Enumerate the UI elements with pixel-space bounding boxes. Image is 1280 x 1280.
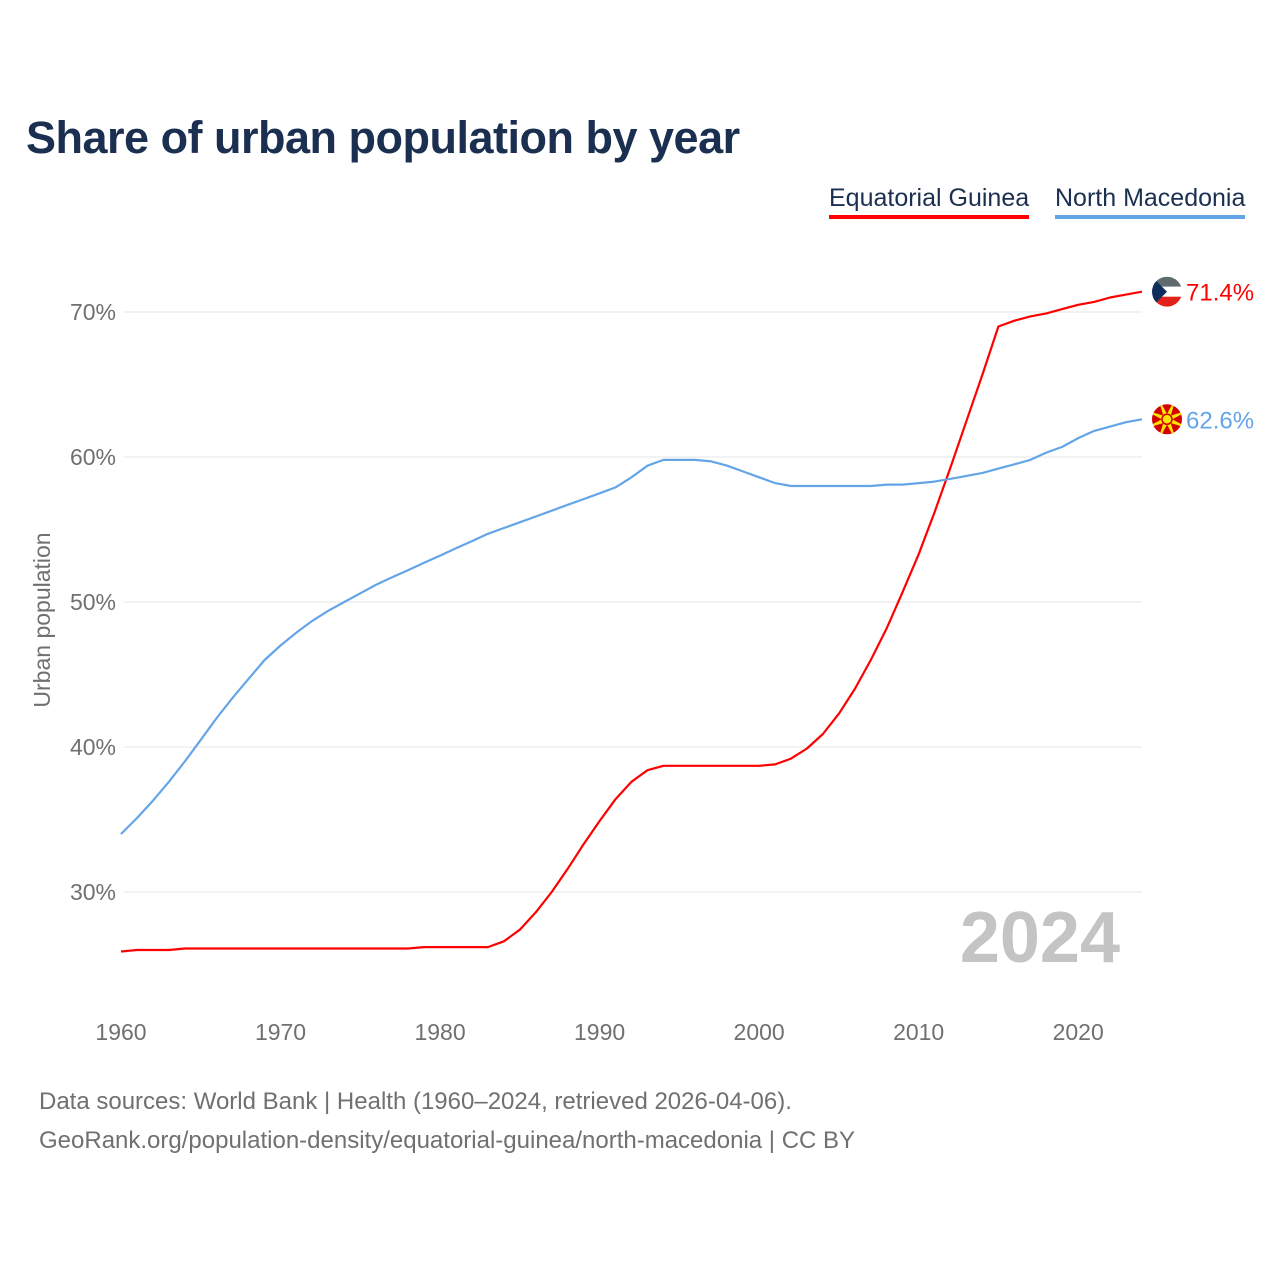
x-tick-label: 1960 [95,1019,146,1045]
y-tick-label: 30% [70,879,116,905]
x-tick-label: 2010 [893,1019,944,1045]
x-tick-label: 1990 [574,1019,625,1045]
end-value-label: 62.6% [1186,407,1254,434]
y-tick-label: 40% [70,734,116,760]
flag-stripe [1152,276,1182,287]
x-tick-label: 2000 [734,1019,785,1045]
y-axis-label: Urban population [29,532,55,707]
y-tick-label: 60% [70,444,116,470]
end-value-label: 71.4% [1186,280,1254,307]
legend-item-north-macedonia[interactable]: North Macedonia [1055,184,1246,219]
flag-triangle [1152,276,1167,307]
series-line-north-macedonia [120,418,1143,835]
x-tick-label: 2020 [1053,1019,1104,1045]
y-tick-label: 50% [70,589,116,615]
flag-sun [1161,413,1173,426]
series-line-equatorial-guinea [120,290,1143,953]
legend-item-equatorial-guinea[interactable]: Equatorial Guinea [829,184,1030,219]
y-tick-label: 70% [70,299,116,325]
flag-stripe [1152,296,1182,307]
flag [1152,276,1182,307]
footer-sources: Data sources: World Bank | Health (1960–… [39,1088,792,1115]
chart-title: Share of urban population by year [26,112,740,163]
x-tick-label: 1970 [255,1019,306,1045]
footer-attribution[interactable]: GeoRank.org/population-density/equatoria… [39,1127,856,1154]
flag-equatorial-guinea-icon [1152,276,1182,307]
flag-north-macedonia-icon [1152,404,1182,435]
year-watermark: 2024 [960,898,1120,978]
x-tick-label: 1980 [414,1019,465,1045]
